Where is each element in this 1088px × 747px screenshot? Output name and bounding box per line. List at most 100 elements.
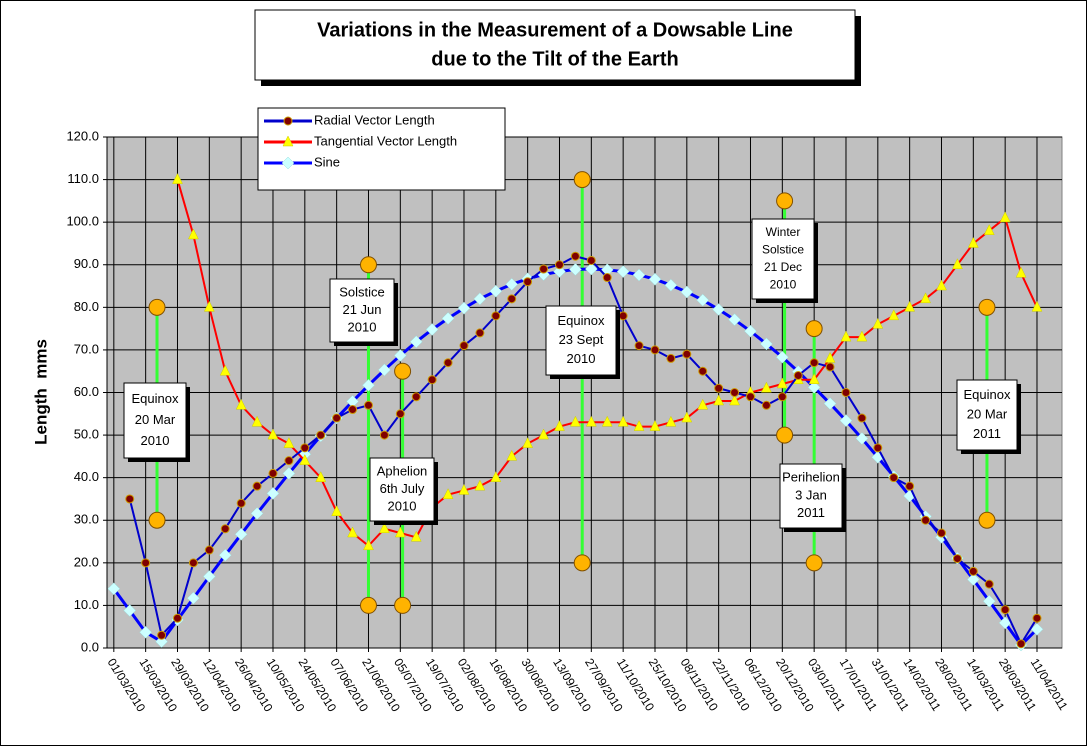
data-point <box>569 263 582 276</box>
data-point <box>409 335 423 349</box>
data-point <box>235 398 247 410</box>
data-point <box>234 527 248 541</box>
callout-text: 2010 <box>388 498 417 513</box>
callout-text: Winter <box>766 225 801 239</box>
data-point <box>250 507 264 520</box>
data-point <box>187 591 200 605</box>
data-point <box>1030 622 1044 636</box>
event-point <box>359 256 377 274</box>
data-point <box>458 483 470 495</box>
data-point <box>141 558 151 568</box>
data-point <box>202 570 216 583</box>
callout-text: Solstice <box>339 284 385 299</box>
data-point <box>570 415 581 427</box>
data-point <box>316 430 326 440</box>
data-point <box>633 420 645 431</box>
event-point <box>148 298 166 316</box>
y-tick-label: 0.0 <box>81 639 99 654</box>
data-point <box>921 515 931 525</box>
data-point <box>585 415 597 427</box>
data-point <box>220 524 230 534</box>
callout-text: Perihelion <box>782 470 840 485</box>
data-point <box>284 456 294 466</box>
data-point <box>473 292 487 306</box>
data-point <box>648 272 662 286</box>
legend-label: Tangential Vector Length <box>314 133 457 148</box>
data-point <box>300 443 310 453</box>
data-point <box>268 468 278 478</box>
data-point <box>1031 300 1043 312</box>
data-point <box>873 443 883 453</box>
data-point <box>379 522 390 534</box>
data-point <box>839 414 853 427</box>
data-point <box>204 545 214 555</box>
y-tick-label: 10.0 <box>74 597 99 612</box>
data-point <box>775 350 789 364</box>
data-point <box>966 573 980 586</box>
data-point <box>634 341 644 351</box>
data-point <box>379 430 389 440</box>
callout-text: 20 Mar <box>967 406 1008 421</box>
data-point <box>713 394 725 406</box>
data-point <box>696 293 710 307</box>
callout-text: 2010 <box>348 319 377 334</box>
data-point <box>443 358 453 368</box>
data-point <box>904 300 916 312</box>
data-point <box>394 526 406 538</box>
callout-text: Equinox <box>964 387 1011 402</box>
series-line <box>128 255 1038 646</box>
data-point <box>777 392 787 402</box>
data-point <box>920 292 931 304</box>
data-point <box>936 279 947 291</box>
data-point <box>139 625 153 639</box>
data-point <box>617 415 629 427</box>
data-point <box>203 300 215 312</box>
data-point <box>393 349 407 362</box>
data-point <box>1032 613 1042 623</box>
data-point <box>698 366 708 376</box>
event-point <box>978 511 996 529</box>
data-point <box>283 437 295 448</box>
data-point <box>855 432 869 445</box>
data-point <box>348 405 358 415</box>
data-point <box>251 415 263 427</box>
data-point <box>632 268 646 282</box>
data-point <box>172 173 183 184</box>
data-point <box>506 449 518 461</box>
data-point <box>395 409 405 419</box>
callout-text: 21 Jun <box>342 302 381 317</box>
data-point <box>523 277 533 287</box>
data-point <box>236 498 246 508</box>
event-point <box>394 362 412 380</box>
event-point <box>776 192 794 210</box>
data-point <box>697 398 709 410</box>
data-point <box>505 277 519 291</box>
callout-text: Solstice <box>762 242 804 256</box>
data-point <box>952 554 962 564</box>
event-point <box>978 298 996 316</box>
callout-text: 20 Mar <box>135 412 176 427</box>
data-point <box>442 488 454 499</box>
data-point <box>776 377 788 389</box>
event-point <box>805 554 823 572</box>
data-point <box>331 505 343 516</box>
data-point <box>475 328 485 338</box>
y-tick-label: 40.0 <box>74 469 99 484</box>
data-point <box>410 530 422 542</box>
callout-text: Equinox <box>132 391 179 406</box>
data-point <box>745 392 755 402</box>
data-point <box>299 454 311 465</box>
callout-box <box>751 218 815 300</box>
data-point <box>491 311 501 321</box>
data-point <box>760 337 773 351</box>
data-point <box>857 413 867 423</box>
event-point <box>573 554 591 572</box>
data-point <box>682 349 692 359</box>
data-point <box>761 381 772 393</box>
data-point <box>823 397 837 410</box>
y-axis-label: Length mms <box>31 339 50 445</box>
data-point <box>809 358 819 368</box>
data-point <box>266 487 280 500</box>
data-point <box>155 635 168 648</box>
